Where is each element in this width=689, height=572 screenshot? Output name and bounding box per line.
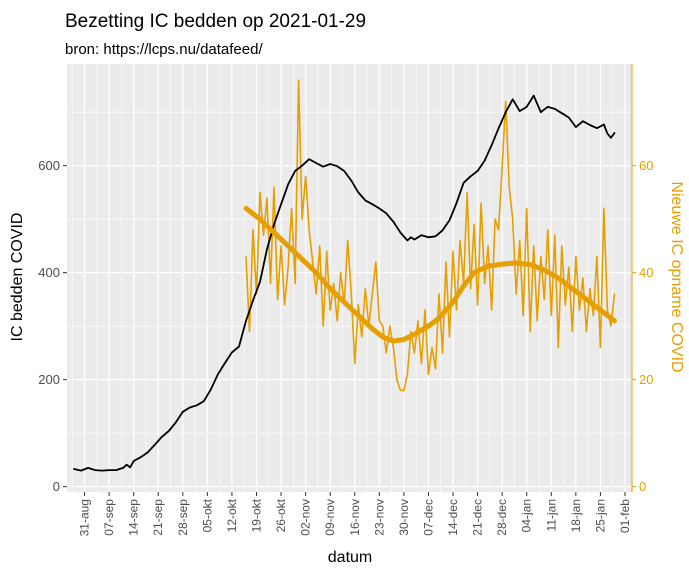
x-tick-label: 14-sep: [127, 499, 141, 536]
x-tick-label: 07-dec: [421, 499, 435, 536]
x-tick-label: 01-feb: [618, 499, 632, 533]
x-tick-label: 26-okt: [274, 498, 288, 532]
x-tick-label: 04-jan: [520, 499, 534, 532]
x-tick-label: 11-jan: [544, 499, 558, 531]
x-tick-label: 31-aug: [78, 499, 92, 536]
x-tick-label: 23-nov: [372, 499, 386, 536]
x-tick-label: 21-dec: [471, 499, 485, 536]
x-tick-label: 21-sep: [151, 499, 165, 536]
right-axis-ticks: 0 20 40 60: [632, 158, 653, 494]
left-tick-label: 400: [38, 265, 60, 280]
grid-minor: [67, 64, 632, 492]
x-tick-label: 30-nov: [397, 499, 411, 536]
right-tick-label: 0: [639, 479, 646, 494]
left-axis-ticks: 0 200 400 600: [38, 158, 67, 494]
ic-beds-line: [73, 94, 616, 472]
x-tick-label: 07-sep: [102, 499, 116, 536]
admissions-trend-line: [243, 205, 617, 344]
left-tick-label: 200: [38, 372, 60, 387]
right-tick-label: 20: [639, 372, 653, 387]
grid-major: [67, 64, 632, 492]
x-tick-label: 02-nov: [299, 499, 313, 536]
x-axis-ticks: 31-aug 07-sep 14-sep 21-sep 28-sep 05-okt 12-o…: [78, 492, 632, 536]
series-layer: [73, 79, 617, 472]
left-tick-label: 0: [53, 479, 60, 494]
chart-title: Bezetting IC bedden op 2021-01-29: [65, 11, 366, 32]
x-tick-label: 18-jan: [569, 499, 583, 532]
x-tick-label: 14-dec: [446, 499, 460, 536]
right-tick-label: 60: [639, 158, 653, 173]
chart-subtitle: bron: https://lcps.nu/datafeed/: [65, 41, 263, 58]
left-axis-title: IC bedden COVID: [9, 213, 26, 342]
right-axis-title: Nieuwe IC opname COVID: [668, 181, 685, 372]
x-tick-label: 09-nov: [323, 499, 337, 536]
x-axis-title: datum: [328, 549, 372, 566]
x-tick-label: 28-dec: [495, 499, 509, 536]
x-tick-label: 12-okt: [225, 498, 239, 532]
right-tick-label: 40: [639, 265, 653, 280]
x-tick-label: 05-okt: [200, 498, 214, 532]
x-tick-label: 28-sep: [176, 499, 190, 536]
x-tick-label: 16-nov: [348, 499, 362, 536]
x-tick-label: 25-jan: [593, 499, 607, 532]
left-tick-label: 600: [38, 158, 60, 173]
x-tick-label: 19-okt: [250, 498, 264, 532]
